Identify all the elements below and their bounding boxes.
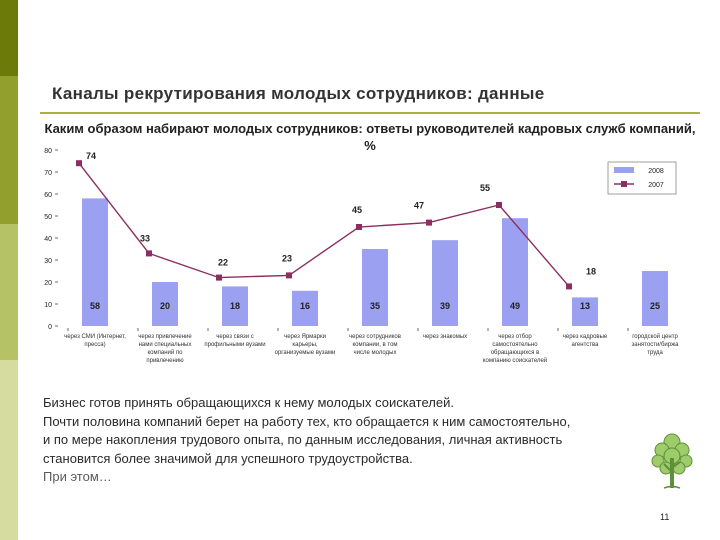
bar-label-2008: 20	[160, 301, 170, 311]
category-label: через Ярмарки карьеры, организуемые вузами	[275, 334, 336, 356]
bar-2008	[292, 290, 318, 326]
title-underline	[40, 112, 700, 114]
category-label: через СМИ (Интернет, пресса)	[64, 334, 126, 348]
side-bar-segment	[0, 0, 18, 76]
bar-2008	[82, 198, 108, 326]
point-label-2007: 22	[218, 258, 228, 268]
point-label-2007: 74	[86, 151, 96, 161]
page-number: 11	[660, 512, 670, 522]
body-line: Бизнес готов принять обращающихся к нему…	[43, 395, 454, 410]
y-tick-label: 30	[44, 258, 52, 265]
point-label-2007: 45	[352, 205, 362, 215]
legend-marker-2007	[621, 181, 627, 187]
slide-title: Каналы рекрутирования молодых сотруднико…	[52, 84, 545, 103]
y-tick-label: 20	[44, 280, 52, 287]
category-label: через сотрудников компании, в том числе мо…	[349, 334, 401, 356]
bar-label-2008: 39	[440, 301, 450, 311]
recruitment-chart: 0 10 20 30 40 50 60 70 80 58 20 18 16 35 39 49 13 25 через…	[44, 148, 680, 364]
point-label-2007: 23	[282, 253, 292, 263]
bar-2008	[642, 271, 668, 326]
category-label: городской центр занятости/биржа труда	[632, 333, 680, 356]
y-tick-label: 50	[44, 214, 52, 221]
bar-label-2008: 18	[230, 301, 240, 311]
legend-swatch-2008	[614, 167, 634, 173]
y-tick-label: 60	[44, 192, 52, 199]
category-label: через знакомых	[423, 334, 467, 340]
point-2007	[286, 272, 292, 279]
bar-label-2008: 13	[580, 301, 590, 311]
point-2007	[496, 202, 502, 208]
y-tick-label: 0	[48, 324, 52, 331]
side-bar-segment	[0, 76, 18, 224]
bar-label-2008: 49	[510, 301, 520, 311]
point-2007	[356, 224, 362, 230]
category-label: через кадровые агентства	[563, 334, 608, 348]
bar-label-2008: 58	[90, 301, 100, 311]
body-line: Почти половина компаний берет на работу …	[43, 413, 571, 429]
bar-label-2008: 25	[650, 301, 660, 311]
bar-2008	[152, 282, 178, 326]
point-2007	[566, 283, 572, 290]
bar-label-2008: 16	[300, 301, 310, 311]
bar-2008	[432, 240, 458, 326]
y-tick-label: 40	[44, 236, 52, 243]
y-tick-label: 10	[44, 302, 52, 309]
bar-label-2008: 35	[370, 301, 380, 311]
category-label: через связи с профильными вузами	[204, 334, 265, 348]
bar-2008	[222, 286, 248, 326]
point-label-2007: 18	[586, 266, 596, 276]
legend-label-2007: 2007	[648, 182, 664, 189]
point-2007	[426, 219, 432, 226]
tree-icon	[646, 428, 698, 494]
category-label: через привлечение нами специальных компани…	[138, 334, 192, 364]
bar-2008	[502, 218, 528, 326]
legend-box	[607, 161, 677, 195]
point-2007	[216, 274, 222, 281]
side-bar-segment	[0, 224, 18, 360]
bar-2008	[572, 297, 598, 326]
bar-2008	[362, 249, 388, 326]
point-label-2007: 55	[480, 183, 490, 193]
body-text: Бизнес готов принять обращающихся к нему…	[43, 394, 633, 487]
chart-title: Каким образом набирают молодых сотрудник…	[44, 121, 696, 153]
y-tick-label: 80	[44, 148, 52, 155]
legend-label-2008: 2008	[648, 168, 664, 175]
y-tick-label: 70	[44, 170, 52, 177]
point-label-2007: 47	[414, 201, 424, 211]
point-label-2007: 33	[140, 233, 150, 243]
point-2007	[146, 250, 152, 257]
body-line: становится более значимой для успешного …	[43, 450, 413, 466]
body-line: и по мере накопления трудового опыта, по…	[43, 432, 563, 447]
side-bar-segment	[0, 360, 18, 540]
body-line: При этом…	[43, 469, 112, 484]
point-2007	[76, 160, 82, 167]
line-2007	[78, 162, 570, 287]
